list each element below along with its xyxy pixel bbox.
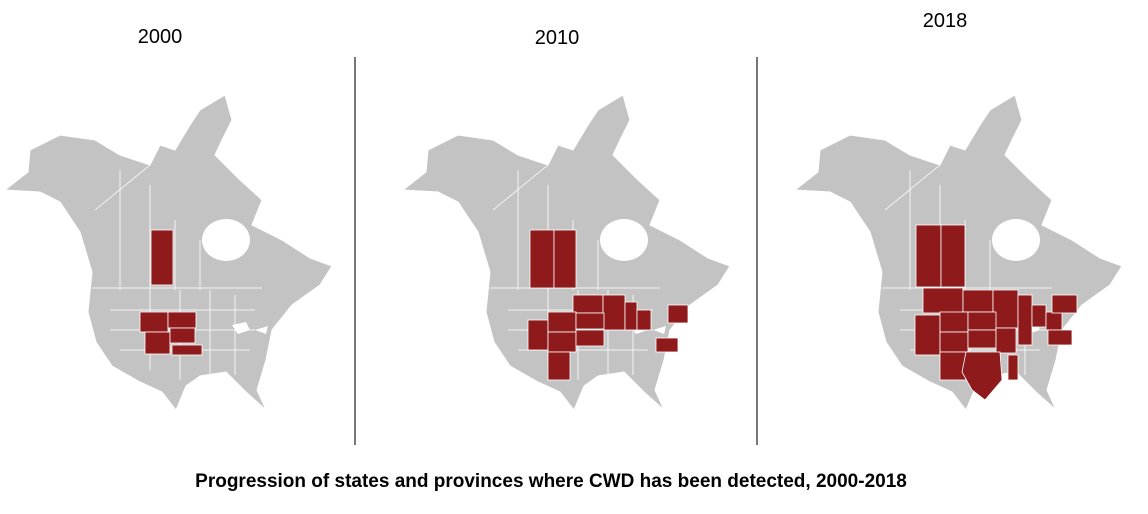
year-label: 2010 (535, 27, 580, 49)
map-2010 (402, 94, 731, 411)
year-label: 2000 (138, 26, 183, 48)
map-2000 (4, 94, 333, 411)
caption: Progression of states and provinces wher… (195, 471, 907, 492)
map-2018 (794, 94, 1123, 411)
year-label: 2018 (923, 10, 968, 32)
